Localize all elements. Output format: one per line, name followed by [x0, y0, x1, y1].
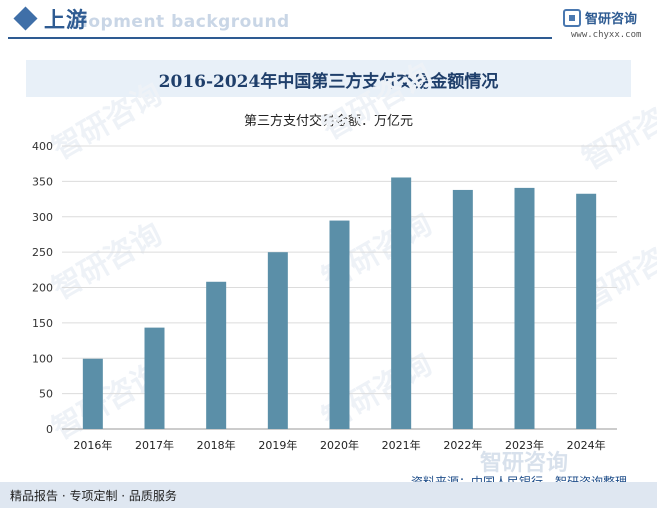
- y-tick-label: 350: [32, 175, 53, 188]
- section-title: 上游: [44, 8, 88, 32]
- x-tick-label: 2019年: [258, 438, 297, 452]
- x-tick-labels: 2016年 2017年 2018年 2019年 2020年 2021年 2022年 2023年…: [73, 438, 605, 452]
- section-background-text: elopment background: [70, 12, 290, 32]
- x-tick-label: 2020年: [320, 438, 359, 452]
- bar: [206, 281, 227, 429]
- y-tick-label: 150: [32, 317, 53, 330]
- x-tick-label: 2024年: [567, 438, 606, 452]
- source-watermark-text: 智研咨询: [480, 451, 569, 476]
- chart-title: 2016-2024年中国第三方支付交易金额情况: [158, 72, 499, 92]
- watermark-text: 智研咨询: [47, 217, 168, 307]
- y-tick-label: 50: [39, 388, 53, 401]
- watermark-text: 智研咨询: [577, 87, 657, 177]
- brand-logo-icon: [563, 9, 581, 27]
- watermark-text: 智研咨询: [47, 77, 168, 167]
- bar: [329, 220, 350, 429]
- page-header: elopment background 上游 智研咨询 www.chyxx.co…: [0, 0, 657, 44]
- header-divider: [8, 37, 552, 39]
- bar: [514, 187, 535, 429]
- chart-subtitle: 第三方支付交易金额：万亿元: [243, 114, 413, 129]
- y-tick-label: 300: [32, 211, 53, 224]
- bar: [144, 327, 165, 429]
- bar-layer: [82, 177, 597, 429]
- x-tick-label: 2018年: [197, 438, 236, 452]
- chart-title-band: 2016-2024年中国第三方支付交易金额情况: [26, 60, 631, 97]
- footer-band: 精品报告 · 专项定制 · 品质服务: [0, 482, 657, 508]
- x-tick-label: 2022年: [443, 438, 482, 452]
- bar: [452, 189, 473, 429]
- y-tick-labels: 0 50 100 150 200 250 300 350 400: [32, 140, 53, 436]
- y-tick-label: 200: [32, 282, 53, 295]
- x-tick-label: 2021年: [382, 438, 421, 452]
- x-tick-label: 2016年: [73, 438, 112, 452]
- bar: [576, 193, 597, 429]
- bar: [267, 252, 288, 429]
- brand-name: 智研咨询: [585, 12, 638, 27]
- bar: [391, 177, 412, 429]
- y-tick-label: 250: [32, 246, 53, 259]
- x-tick-label: 2017年: [135, 438, 174, 452]
- footer-slogan: 精品报告 · 专项定制 · 品质服务: [10, 489, 177, 503]
- watermark-text: 智研咨询: [317, 57, 438, 147]
- bar: [82, 358, 103, 429]
- brand-url: www.chyxx.com: [571, 30, 642, 40]
- x-tick-label: 2023年: [505, 438, 544, 452]
- y-tick-label: 400: [32, 140, 53, 153]
- y-tick-label: 0: [46, 423, 53, 436]
- brand-logo-block[interactable]: 智研咨询 www.chyxx.com: [563, 8, 655, 42]
- y-tick-label: 100: [32, 352, 53, 365]
